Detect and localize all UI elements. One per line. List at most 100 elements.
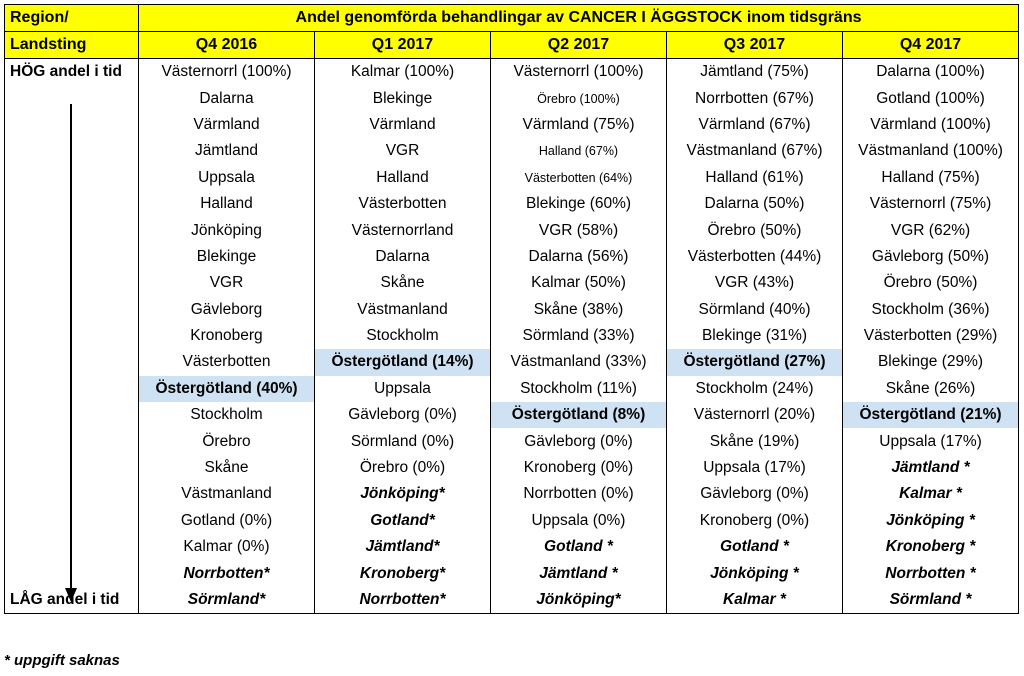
region-cell: Gävleborg (0%) [490, 428, 667, 455]
table-row: Gotland (0%) Gotland* Uppsala (0%) Kronober… [4, 507, 1020, 535]
region-cell: Västernorrland [314, 217, 491, 244]
region-cell: Norrbotten* [138, 560, 315, 587]
row-label-high: HÖG andel i tid [4, 58, 139, 86]
region-cell: Jämtland (75%) [666, 58, 843, 86]
region-cell: Västmanland [138, 481, 315, 508]
region-cell: VGR (58%) [490, 217, 667, 244]
region-cell: Skåne (26%) [841, 375, 1020, 403]
region-cell: Dalarna [138, 85, 315, 112]
region-cell: Dalarna (50%) [666, 190, 843, 218]
region-cell: Halland (75%) [841, 164, 1020, 191]
region-cell: Östergötland (14%) [314, 349, 491, 376]
region-cell: Örebro [138, 428, 315, 455]
table-row: Värmland Värmland Värmland (75%) Värmland (… [4, 111, 1020, 139]
region-cell: Jönköping * [841, 507, 1020, 535]
region-cell: Stockholm [138, 402, 315, 429]
region-cell: VGR [314, 138, 491, 165]
region-cell: Kronoberg * [841, 534, 1020, 561]
region-header-top: Region/ [4, 4, 139, 32]
quarter-header: Q1 2017 [314, 31, 491, 59]
region-cell: Gävleborg (50%) [841, 243, 1020, 271]
region-cell: Västmanland [314, 296, 491, 323]
region-cell: Örebro (100%) [490, 85, 667, 112]
region-cell: Uppsala (17%) [666, 454, 843, 482]
table-row: Stockholm Gävleborg (0%) Östergötland (8%)… [4, 402, 1020, 429]
table-row: Kalmar (0%) Jämtland* Gotland * Gotland * Kr… [4, 534, 1020, 561]
region-cell: Halland [314, 164, 491, 191]
table-row: Uppsala Halland Västerbotten (64%) Halland … [4, 164, 1020, 191]
quarter-row: Landsting Q4 2016 Q1 2017 Q2 2017 Q3 201… [4, 31, 1020, 59]
table-row: Norrbotten* Kronoberg* Jämtland * Jönköping… [4, 560, 1020, 587]
region-cell: Uppsala (17%) [841, 428, 1020, 455]
region-cell: Skåne [138, 454, 315, 482]
title-row: Region/ Andel genomförda behandlingar av… [4, 4, 1020, 32]
region-cell: Uppsala (0%) [490, 507, 667, 535]
region-cell: Jämtland * [490, 560, 667, 587]
region-cell: Kronoberg (0%) [490, 454, 667, 482]
region-cell: VGR [138, 270, 315, 297]
quarter-header: Q3 2017 [666, 31, 843, 59]
region-cell: Kalmar (100%) [314, 58, 491, 86]
region-cell: Stockholm [314, 322, 491, 350]
region-cell: Jönköping [138, 217, 315, 244]
region-cell: Dalarna (100%) [841, 58, 1020, 86]
region-cell: Västerbotten [138, 349, 315, 376]
table-row: Dalarna Blekinge Örebro (100%) Norrbotten (… [4, 85, 1020, 112]
region-cell: Kronoberg [138, 322, 315, 350]
ranking-table: Region/ Andel genomförda behandlingar av… [4, 4, 1020, 615]
region-cell: Gotland (0%) [138, 507, 315, 535]
region-cell: Dalarna [314, 243, 491, 271]
table-row: VGR Skåne Kalmar (50%) VGR (43%) Örebro (50%… [4, 270, 1020, 297]
region-cell: Västerbotten (64%) [490, 164, 667, 191]
region-cell: Östergötland (40%) [138, 375, 315, 403]
region-cell: Värmland (100%) [841, 111, 1020, 139]
region-cell: Jämtland* [314, 534, 491, 561]
region-cell: VGR (43%) [666, 270, 843, 297]
region-cell: Värmland (75%) [490, 111, 667, 139]
region-cell: Östergötland (8%) [490, 402, 667, 429]
region-cell: Norrbotten (67%) [666, 85, 843, 112]
table-row: Kronoberg Stockholm Sörmland (33%) Blekinge… [4, 322, 1020, 350]
region-cell: Halland (61%) [666, 164, 843, 191]
region-cell: Gävleborg (0%) [314, 402, 491, 429]
region-cell: VGR (62%) [841, 217, 1020, 244]
region-cell: Norrbotten* [314, 586, 491, 615]
region-cell: Västerbotten (29%) [841, 322, 1020, 350]
region-cell: Gotland * [490, 534, 667, 561]
region-cell: Västerbotten (44%) [666, 243, 843, 271]
quarter-header: Q4 2016 [138, 31, 315, 59]
region-cell: Dalarna (56%) [490, 243, 667, 271]
region-cell: Sörmland * [841, 586, 1020, 615]
table-row: Östergötland (40%) Uppsala Stockholm (11%)… [4, 375, 1020, 403]
region-cell: Blekinge [138, 243, 315, 271]
down-arrow-shaft [70, 104, 72, 590]
region-header-bottom: Landsting [4, 31, 139, 59]
table-row: Jämtland VGR Halland (67%) Västmanland (67%… [4, 138, 1020, 165]
region-cell: Västernorrl (20%) [666, 402, 843, 429]
table-body: HÖG andel i tid Västernorrl (100%) Kalmar … [4, 58, 1020, 615]
region-cell: Värmland (67%) [666, 111, 843, 139]
table-title: Andel genomförda behandlingar av CANCER … [137, 4, 1020, 32]
region-cell: Värmland [314, 111, 491, 139]
region-cell: Jämtland * [841, 454, 1020, 482]
region-cell: Värmland [138, 111, 315, 139]
region-cell: Halland [138, 190, 315, 218]
region-cell: Örebro (0%) [314, 454, 491, 482]
region-cell: Västernorrl (100%) [138, 58, 315, 86]
table-row: Skåne Örebro (0%) Kronoberg (0%) Uppsala (1… [4, 454, 1020, 482]
region-cell: Västernorrl (75%) [841, 190, 1020, 218]
region-cell: Sörmland (0%) [314, 428, 491, 455]
region-cell: Stockholm (11%) [490, 375, 667, 403]
down-arrow-icon [65, 588, 77, 602]
region-cell: Västmanland (33%) [490, 349, 667, 376]
region-cell: Skåne (19%) [666, 428, 843, 455]
region-cell: Västerbotten [314, 190, 491, 218]
region-cell: Blekinge (60%) [490, 190, 667, 218]
region-cell: Kalmar (50%) [490, 270, 667, 297]
region-cell: Kalmar * [841, 481, 1020, 508]
table-row: Örebro Sörmland (0%) Gävleborg (0%) Skåne (… [4, 428, 1020, 455]
region-cell: Gävleborg (0%) [666, 481, 843, 508]
region-cell: Blekinge [314, 85, 491, 112]
region-cell: Blekinge (29%) [841, 349, 1020, 376]
region-cell: Östergötland (27%) [666, 349, 843, 376]
